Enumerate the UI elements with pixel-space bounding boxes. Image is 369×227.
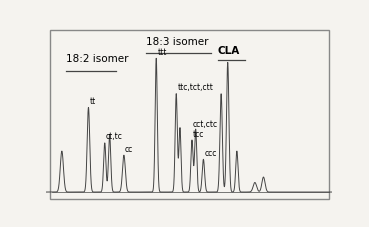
Text: ccc: ccc xyxy=(204,149,217,158)
Text: cct,ctc
tcc: cct,ctc tcc xyxy=(193,120,218,138)
Text: tt: tt xyxy=(90,97,96,106)
Text: CLA: CLA xyxy=(218,46,240,56)
Text: ct,tc: ct,tc xyxy=(106,132,123,141)
Text: 18:3 isomer: 18:3 isomer xyxy=(146,37,208,47)
Text: ttt: ttt xyxy=(157,48,167,57)
Text: 18:2 isomer: 18:2 isomer xyxy=(66,54,128,64)
Text: cc: cc xyxy=(125,145,133,153)
Text: ttc,tct,ctt: ttc,tct,ctt xyxy=(177,83,213,92)
